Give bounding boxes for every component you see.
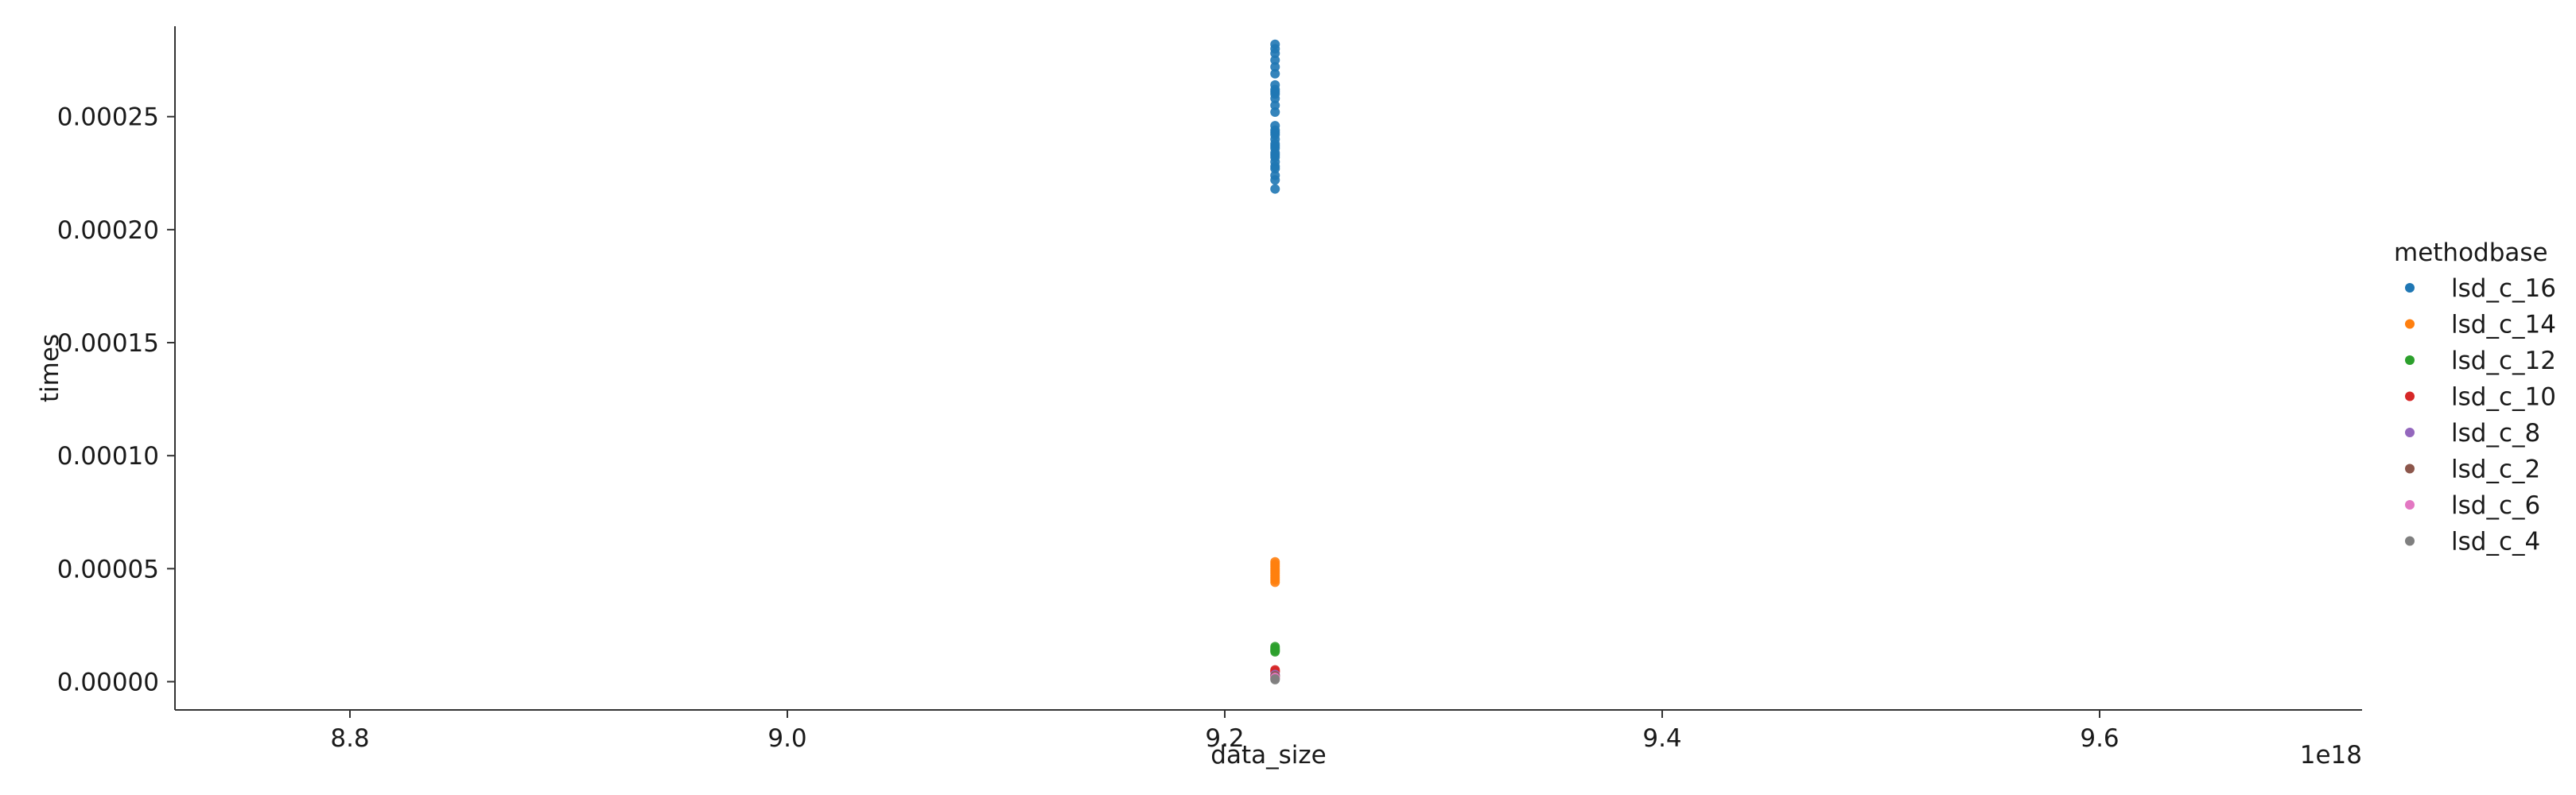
legend-item: lsd_c_16 — [2405, 274, 2556, 303]
series-lsd_c_16 — [1270, 39, 1280, 194]
legend-label: lsd_c_6 — [2451, 491, 2540, 520]
data-point — [1270, 674, 1280, 684]
x-tick-label: 9.2 — [1205, 724, 1244, 753]
legend-label: lsd_c_4 — [2451, 528, 2540, 556]
data-point — [1270, 62, 1280, 72]
y-tick-label: 0.00020 — [57, 216, 159, 245]
x-axis-ticks: 8.8 9.0 9.2 9.4 9.6 — [330, 710, 2119, 753]
legend-item: lsd_c_4 — [2405, 528, 2540, 556]
legend-item: lsd_c_12 — [2405, 347, 2556, 375]
data-point — [1270, 184, 1280, 194]
legend-title: methodbase — [2394, 238, 2548, 267]
x-tick-label: 9.4 — [1642, 724, 1681, 753]
points-layer — [1270, 39, 1280, 684]
legend-label: lsd_c_8 — [2451, 419, 2540, 448]
data-point — [1270, 55, 1280, 65]
data-point — [1270, 48, 1280, 59]
legend-marker — [2405, 355, 2415, 365]
data-point — [1270, 141, 1280, 151]
legend-item: lsd_c_8 — [2405, 419, 2540, 448]
legend-label: lsd_c_16 — [2451, 274, 2556, 303]
legend-marker — [2405, 283, 2415, 293]
series-lsd_c_14 — [1270, 556, 1280, 588]
legend-marker — [2405, 391, 2415, 401]
data-point — [1270, 175, 1280, 185]
data-point — [1270, 150, 1280, 161]
data-point — [1270, 577, 1280, 588]
x-tick-label: 9.6 — [2080, 724, 2119, 753]
legend-label: lsd_c_2 — [2451, 456, 2540, 484]
data-point — [1270, 107, 1280, 118]
legend-item: lsd_c_14 — [2405, 311, 2556, 339]
x-tick-label: 9.0 — [767, 724, 806, 753]
legend-marker — [2405, 500, 2415, 510]
legend-marker — [2405, 463, 2415, 474]
legend-marker — [2405, 319, 2415, 329]
legend: methodbase lsd_c_16lsd_c_14lsd_c_12lsd_c… — [2394, 238, 2556, 556]
x-axis-label: data_size — [1210, 741, 1326, 770]
legend-label: lsd_c_14 — [2451, 311, 2556, 339]
x-tick-label: 8.8 — [330, 724, 369, 753]
legend-items: lsd_c_16 lsd_c_14 lsd_c_12 lsd_c_10 lsd_c_8l… — [2405, 274, 2556, 556]
y-tick-label: 0.00015 — [57, 329, 159, 358]
y-tick-label: 0.00025 — [57, 103, 159, 132]
y-axis-ticks: 0.00000 0.00005 0.00010 0.00015 0.00020 0.000… — [57, 103, 175, 696]
data-point — [1270, 68, 1280, 79]
data-point — [1270, 164, 1280, 174]
data-point — [1270, 93, 1280, 103]
x-axis-offset-label: 1e18 — [2300, 741, 2362, 770]
data-point — [1270, 127, 1280, 138]
legend-marker — [2405, 536, 2415, 546]
y-tick-label: 0.00000 — [57, 668, 159, 696]
legend-marker — [2405, 428, 2415, 437]
legend-item: lsd_c_2 — [2405, 456, 2540, 484]
data-point — [1270, 87, 1280, 97]
legend-item: lsd_c_6 — [2405, 491, 2540, 520]
series-lsd_c_12 — [1270, 642, 1280, 657]
y-tick-label: 0.00005 — [57, 555, 159, 584]
y-tick-label: 0.00010 — [57, 442, 159, 471]
series-lsd_c_4 — [1270, 674, 1280, 684]
y-axis-label: times — [36, 334, 64, 402]
legend-item: lsd_c_10 — [2405, 383, 2556, 412]
legend-label: lsd_c_12 — [2451, 347, 2556, 375]
data-point — [1270, 646, 1280, 657]
data-point — [1270, 100, 1280, 111]
legend-label: lsd_c_10 — [2451, 383, 2556, 412]
